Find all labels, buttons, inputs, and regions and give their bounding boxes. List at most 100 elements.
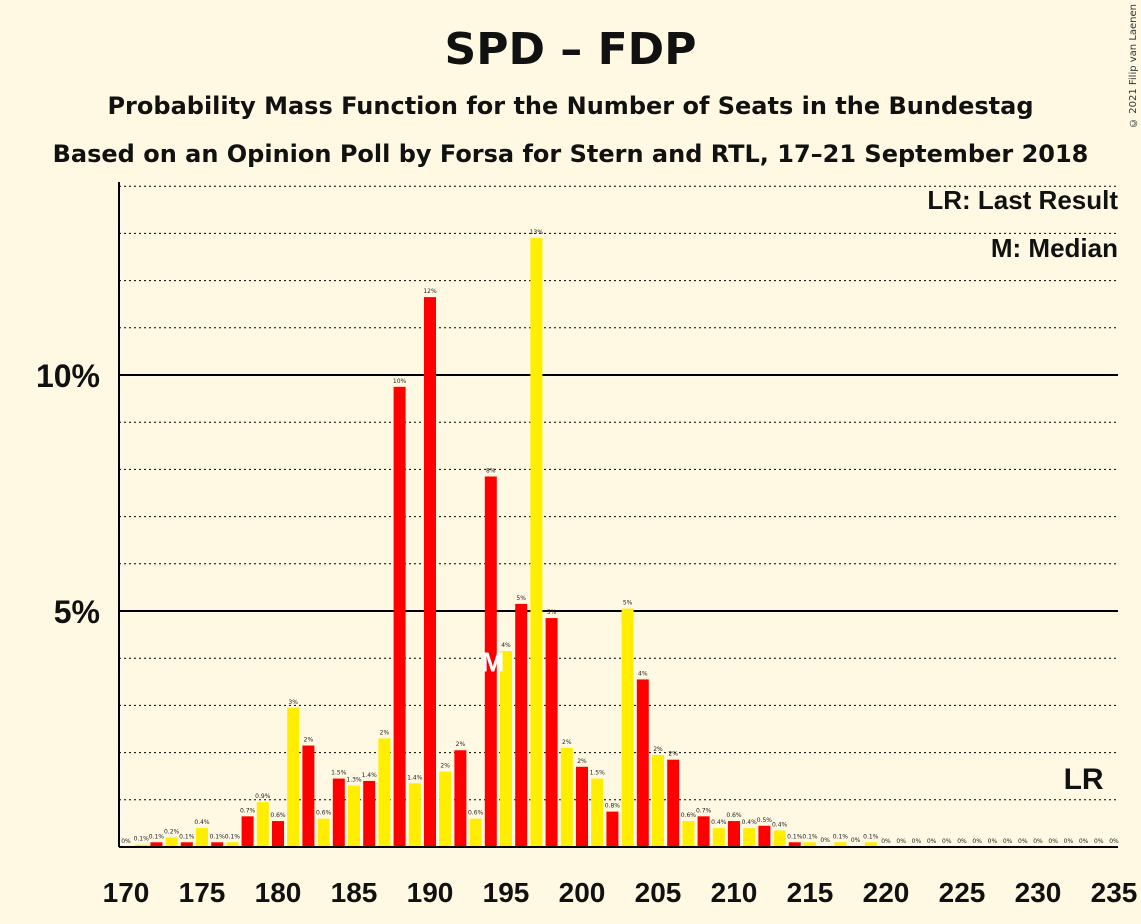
chart-title: SPD – FDP: [444, 24, 697, 75]
chart-subtitle: Probability Mass Function for the Number…: [107, 92, 1034, 120]
bar-label-seat-194: 8%: [486, 467, 496, 474]
bar-label-seat-187: 2%: [380, 729, 390, 736]
bar-label-seat-197: 13%: [530, 229, 544, 236]
bar-seat-179: [256, 802, 269, 847]
bar-label-seat-188: 10%: [393, 378, 407, 385]
bar-seat-191: [439, 771, 452, 847]
bar-label-seat-198: 5%: [547, 609, 557, 616]
bar-seat-190: [424, 297, 436, 847]
bar-seat-199: [560, 747, 573, 847]
bar-seat-178: [241, 816, 254, 847]
bar-label-seat-233: 0%: [1079, 838, 1089, 845]
bar-seat-211: [743, 828, 756, 847]
bar-label-seat-202: 0.8%: [605, 803, 621, 810]
bar-label-seat-211: 0.4%: [742, 819, 758, 826]
bar-seat-219: [864, 842, 877, 847]
bar-seat-203: [621, 608, 634, 847]
bar-seat-176: [211, 842, 224, 847]
y-tick-10: 10%: [36, 358, 100, 394]
x-tick-labels: 170 175 180 185 190 195 200 205 210 215 220 225 230 2…: [103, 877, 1138, 908]
x-tick-200: 200: [559, 877, 606, 908]
x-tick-185: 185: [331, 877, 378, 908]
bar-seat-193: [469, 818, 482, 847]
bar-label-seat-173: 0.2%: [164, 829, 180, 836]
bar-seat-208: [697, 816, 710, 847]
bar-label-seat-175: 0.4%: [194, 819, 210, 826]
bar-label-seat-201: 1.5%: [590, 770, 606, 777]
y-tick-5: 5%: [54, 594, 100, 630]
bar-seat-209: [712, 828, 725, 847]
bar-label-seat-216: 0%: [820, 837, 830, 844]
bar-label-seat-183: 0.6%: [316, 810, 332, 817]
bar-seat-207: [682, 821, 695, 847]
bar-label-seat-230: 0%: [1033, 838, 1043, 845]
bar-label-seat-208: 0.7%: [696, 807, 712, 814]
bar-seat-187: [378, 738, 391, 847]
x-tick-215: 215: [787, 877, 834, 908]
bar-label-seat-180: 0.6%: [270, 812, 286, 819]
bar-label-seat-191: 2%: [440, 762, 450, 769]
bar-label-seat-213: 0.4%: [772, 821, 788, 828]
bar-seat-188: [393, 386, 406, 847]
legend-median: M: Median: [991, 233, 1118, 263]
bar-label-seat-196: 5%: [516, 595, 526, 602]
chart-subtitle-poll: Based on an Opinion Poll by Forsa for St…: [52, 140, 1089, 168]
bar-seat-177: [226, 842, 239, 847]
bar-seat-185: [348, 785, 360, 847]
x-tick-175: 175: [179, 877, 226, 908]
x-tick-190: 190: [407, 877, 454, 908]
bar-seat-204: [636, 679, 649, 847]
bar-label-seat-223: 0%: [927, 838, 937, 845]
bar-seat-194: [484, 476, 497, 847]
bar-label-seat-195: 4%: [501, 642, 511, 649]
bar-label-seat-220: 0%: [881, 838, 891, 845]
bar-label-seat-235: 0%: [1109, 838, 1119, 845]
bar-seat-180: [272, 821, 284, 847]
bar-labels: 0% 0.1% 0.1%0.2%0.1%0.4%0.1% 0.1%0.7%0.9%0.…: [121, 229, 1119, 845]
bar-label-seat-171: 0.1%: [134, 836, 150, 843]
bar-label-seat-200: 2%: [577, 758, 587, 765]
bar-seat-184: [332, 778, 345, 847]
bar-seat-202: [606, 811, 619, 847]
x-tick-170: 170: [103, 877, 150, 908]
bar-label-seat-219: 0.1%: [863, 833, 879, 840]
y-tick-labels: 5% 10%: [36, 358, 100, 630]
bar-seat-186: [363, 780, 376, 847]
bar-seat-195: [500, 651, 512, 847]
bar-seat-200: [576, 766, 588, 847]
bar-label-seat-222: 0%: [912, 838, 922, 845]
bar-label-seat-225: 0%: [957, 838, 967, 845]
x-tick-180: 180: [255, 877, 302, 908]
bar-seat-214: [788, 842, 801, 847]
markers: M LR: [481, 646, 1104, 796]
axes: [118, 182, 1118, 848]
bar-seat-205: [652, 754, 664, 847]
bar-label-seat-193: 0.6%: [468, 810, 484, 817]
bar-seat-174: [180, 842, 193, 847]
bar-label-seat-176: 0.1%: [210, 833, 226, 840]
bar-label-seat-179: 0.9%: [255, 793, 271, 800]
bar-seat-172: [150, 842, 163, 847]
bar-label-seat-218: 0%: [851, 837, 861, 844]
bar-label-seat-185: 1.3%: [346, 777, 362, 784]
bar-seat-215: [804, 842, 816, 847]
bar-label-seat-221: 0%: [896, 838, 906, 845]
bar-seat-182: [302, 745, 315, 847]
bar-seat-217: [834, 842, 847, 847]
bar-label-seat-189: 1.4%: [407, 774, 423, 781]
bar-label-seat-170: 0%: [121, 838, 131, 845]
x-tick-195: 195: [483, 877, 530, 908]
bar-label-seat-174: 0.1%: [179, 833, 195, 840]
bar-seat-175: [196, 828, 208, 847]
bar-label-seat-206: 2%: [668, 751, 678, 758]
bar-label-seat-172: 0.1%: [149, 833, 165, 840]
bar-label-seat-234: 0%: [1094, 838, 1104, 845]
bar-seat-189: [408, 783, 421, 847]
bar-label-seat-214: 0.1%: [787, 833, 803, 840]
bar-label-seat-177: 0.1%: [225, 833, 241, 840]
median-marker: M: [481, 646, 504, 677]
bar-label-seat-232: 0%: [1064, 838, 1074, 845]
bar-seat-201: [591, 778, 604, 847]
bar-seat-192: [454, 750, 467, 847]
